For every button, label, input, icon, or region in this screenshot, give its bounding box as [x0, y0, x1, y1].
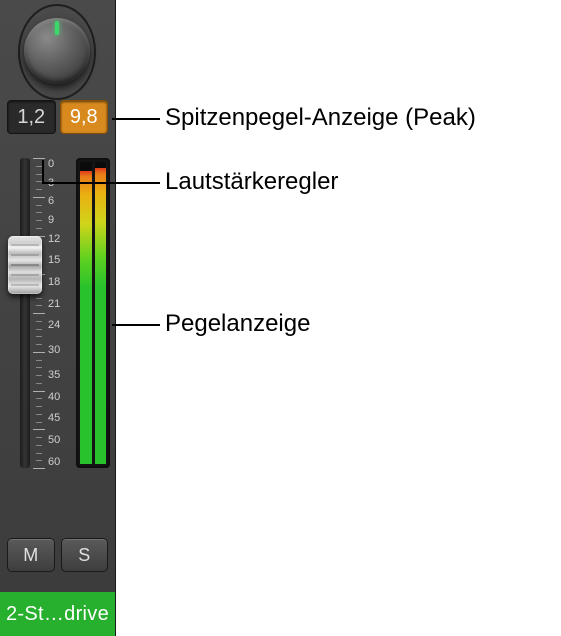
- fader-tick: [33, 429, 45, 430]
- meter-bar-left: [80, 162, 92, 464]
- fader-tick: [33, 391, 45, 392]
- meter-scale-label: 21: [48, 298, 60, 310]
- fader-tick: [36, 367, 42, 368]
- fader-tick: [36, 336, 42, 337]
- meter-scale-label: 60: [48, 456, 60, 468]
- peak-post-value[interactable]: 9,8: [60, 100, 109, 134]
- callout-fader-label: Lautstärkeregler: [165, 168, 338, 196]
- fader-tick: [36, 437, 42, 438]
- mute-solo-row: M S: [7, 538, 108, 572]
- fader-tick: [36, 298, 42, 299]
- fader-tick: [33, 197, 45, 198]
- callout-meter-label: Pegelanzeige: [165, 310, 310, 338]
- callout-peak-label: Spitzenpegel-Anzeige (Peak): [165, 104, 476, 132]
- fader-tick: [33, 468, 45, 469]
- channel-strip: 1,2 9,8 03691215182124303540455060 M S 2…: [0, 0, 116, 636]
- fader-tick: [36, 406, 42, 407]
- fader-tick: [36, 445, 42, 446]
- fader-track[interactable]: [20, 158, 30, 468]
- mute-button[interactable]: M: [7, 538, 55, 572]
- meter-scale-label: 9: [48, 214, 54, 226]
- callout-meter-line: [112, 324, 160, 326]
- meter-scale-label: 40: [48, 391, 60, 403]
- track-name-label[interactable]: 2-St…drive: [0, 592, 115, 636]
- fader-tick: [36, 375, 42, 376]
- level-meter: [76, 158, 110, 468]
- fader-tick: [36, 329, 42, 330]
- callout-fader-line-v: [42, 160, 44, 183]
- meter-scale: 03691215182124303540455060: [48, 158, 76, 468]
- volume-fader-handle[interactable]: [8, 236, 42, 294]
- peak-display-row: 1,2 9,8: [7, 100, 108, 134]
- meter-scale-label: 35: [48, 369, 60, 381]
- fader-tick: [36, 398, 42, 399]
- callout-fader-line-h: [42, 182, 160, 184]
- meter-scale-label: 18: [48, 276, 60, 288]
- fader-tick: [36, 321, 42, 322]
- fader-tick: [36, 220, 42, 221]
- fader-tick: [36, 189, 42, 190]
- meter-fill-right: [95, 168, 107, 464]
- fader-meter-area: 03691215182124303540455060: [6, 158, 109, 498]
- fader-tick: [36, 344, 42, 345]
- pan-indicator-icon: [55, 21, 59, 35]
- fader-tick: [36, 453, 42, 454]
- fader-tick: [36, 205, 42, 206]
- callout-peak-line: [112, 118, 160, 120]
- meter-scale-label: 12: [48, 233, 60, 245]
- fader-tick: [33, 352, 45, 353]
- pan-knob-container: [22, 8, 92, 96]
- meter-scale-label: 50: [48, 434, 60, 446]
- fader-tick: [36, 460, 42, 461]
- meter-scale-label: 0: [48, 158, 54, 170]
- meter-scale-label: 30: [48, 344, 60, 356]
- meter-scale-label: 6: [48, 195, 54, 207]
- fader-tick: [36, 305, 42, 306]
- meter-bar-right: [95, 162, 107, 464]
- fader-tick: [33, 158, 45, 159]
- meter-scale-label: 15: [48, 254, 60, 266]
- fader-tick: [36, 212, 42, 213]
- meter-fill-left: [80, 171, 92, 464]
- pan-knob[interactable]: [24, 18, 90, 84]
- fader-tick: [36, 422, 42, 423]
- solo-button[interactable]: S: [61, 538, 109, 572]
- fader-tick: [33, 313, 45, 314]
- fader-tick: [36, 414, 42, 415]
- peak-pre-value[interactable]: 1,2: [7, 100, 56, 134]
- meter-bars: [80, 162, 106, 464]
- meter-scale-label: 24: [48, 319, 60, 331]
- fader-tick: [36, 228, 42, 229]
- fader-tick: [36, 360, 42, 361]
- meter-scale-label: 45: [48, 412, 60, 424]
- fader-tick: [36, 383, 42, 384]
